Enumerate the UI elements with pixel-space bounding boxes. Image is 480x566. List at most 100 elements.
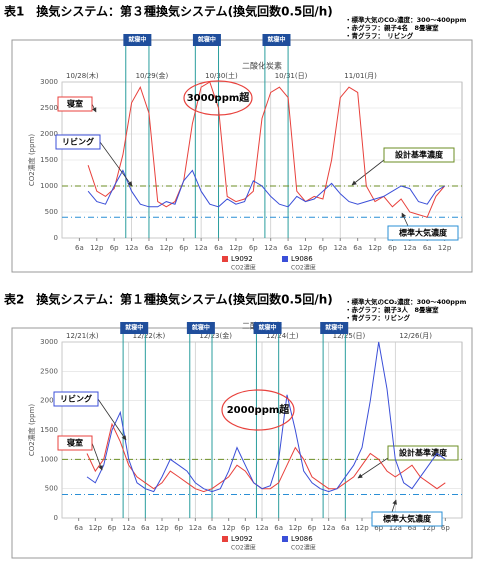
callout-arrow: [357, 457, 389, 479]
legend-swatch: [282, 256, 288, 262]
x-tick-label: 6a: [208, 524, 217, 532]
x-tick-label: 12p: [355, 524, 369, 532]
callout-box: [57, 435, 93, 451]
x-tick-label: 6p: [374, 524, 383, 532]
legend-sublabel: CO2濃度: [231, 264, 256, 272]
sleep-label: 就寝中: [128, 36, 146, 44]
x-tick-label: 12p: [289, 524, 303, 532]
callout-text: 寝室: [66, 99, 83, 109]
callout-text: 設計基準濃度: [395, 150, 444, 160]
x-tick-label: 6p: [318, 244, 327, 252]
x-tick-label: 6p: [179, 244, 188, 252]
section-heading: 表1 換気システム：第３種換気システム(換気回数0.5回/h): [3, 4, 333, 19]
date-label: 12/25(日): [333, 332, 366, 340]
callout-box: [371, 511, 443, 527]
callout-text: 標準大気濃度: [399, 228, 448, 238]
callout-text: 設計基準濃度: [399, 448, 448, 458]
callout-arrow: [97, 398, 127, 441]
y-tick-label: 2000: [40, 397, 58, 405]
date-label: 10/30(土): [205, 71, 238, 80]
date-label: 11/01(月): [344, 72, 377, 80]
note: ・標準大気のCO₂濃度：300～400ppm: [345, 15, 467, 24]
sleep-box: [320, 322, 349, 334]
x-tick-label: 6a: [214, 244, 223, 252]
x-tick-label: 6p: [174, 524, 183, 532]
callout-box: [383, 147, 455, 163]
sleep-label: 就寝中: [259, 324, 277, 332]
callout-arrow: [401, 212, 409, 227]
callout-box: [57, 96, 93, 112]
section-heading: 表2 換気システム：第１種換気システム(換気回数0.5回/h): [3, 292, 333, 307]
x-tick-label: 6a: [408, 524, 417, 532]
sleep-box: [262, 34, 291, 46]
x-tick-label: 12a: [334, 244, 347, 252]
sleep-label: 就寝中: [192, 324, 210, 332]
sleep-box: [123, 34, 152, 46]
x-tick-label: 6p: [241, 524, 250, 532]
callout-text: 標準大気濃度: [383, 514, 432, 524]
y-axis-label: CO2濃度 (ppm): [27, 404, 36, 457]
date-label: 10/29(金): [136, 71, 169, 80]
sleep-label: 就寝中: [267, 36, 285, 44]
x-tick-label: 6a: [141, 524, 150, 532]
legend-swatch: [282, 536, 288, 542]
note: ・赤グラフ：親子3人 8畳寝室: [345, 305, 439, 314]
y-tick-label: 2500: [40, 104, 58, 112]
x-tick-label: 12p: [368, 244, 382, 252]
x-tick-label: 6a: [274, 524, 283, 532]
callout-text: 2000ppm超: [227, 403, 291, 416]
legend-label: L9092: [231, 535, 253, 543]
date-label: 12/23(金): [199, 331, 232, 340]
x-tick-label: 6a: [74, 524, 83, 532]
x-tick-label: 6p: [388, 244, 397, 252]
callout-arrow: [351, 159, 385, 186]
y-tick-label: 0: [54, 234, 58, 242]
callout-text: 3000ppm超: [187, 91, 251, 104]
callout-text: リビング: [60, 394, 92, 404]
y-axis-label: CO2濃度 (ppm): [27, 134, 36, 187]
date-label: 12/22(木): [133, 331, 166, 340]
sleep-label: 就寝中: [325, 324, 343, 332]
x-tick-label: 6p: [308, 524, 317, 532]
x-tick-label: 12p: [89, 524, 103, 532]
legend-swatch: [222, 256, 228, 262]
series-line: [86, 341, 446, 493]
series-line: [86, 422, 446, 493]
x-tick-label: 12p: [422, 524, 436, 532]
x-tick-label: 6p: [249, 244, 258, 252]
x-tick-label: 6p: [441, 524, 450, 532]
y-tick-label: 500: [45, 208, 58, 216]
callout-text: 寝室: [66, 438, 83, 448]
x-tick-label: 12a: [195, 244, 208, 252]
callout-box: [387, 225, 459, 241]
y-tick-label: 3000: [40, 78, 58, 86]
y-tick-label: 1000: [40, 455, 58, 463]
callout-box: [55, 134, 101, 150]
sleep-box: [186, 322, 215, 334]
legend-sublabel: CO2濃度: [291, 544, 316, 552]
chart-title: 二酸化炭素: [242, 61, 282, 71]
legend-sublabel: CO2濃度: [291, 264, 316, 272]
y-tick-label: 1000: [40, 182, 58, 190]
callout-text: リビング: [62, 137, 94, 147]
note: ・青グラフ： リビング: [345, 31, 414, 40]
legend-sublabel: CO2濃度: [231, 544, 256, 552]
y-tick-label: 2000: [40, 130, 58, 138]
sleep-label: 就寝中: [198, 36, 216, 44]
y-tick-label: 2500: [40, 367, 58, 375]
callout-arrow: [391, 499, 397, 513]
x-tick-label: 6a: [145, 244, 154, 252]
date-label: 10/31(日): [275, 72, 308, 80]
note: ・標準大気のCO₂濃度：300～400ppm: [345, 297, 467, 306]
x-tick-label: 12a: [125, 244, 138, 252]
sleep-label: 就寝中: [125, 324, 143, 332]
legend-label: L9086: [291, 535, 313, 543]
x-tick-label: 12p: [160, 244, 174, 252]
x-tick-label: 6p: [110, 244, 119, 252]
date-label: 12/24(土): [266, 331, 299, 340]
x-tick-label: 12p: [438, 244, 452, 252]
date-label: 10/28(木): [66, 71, 99, 80]
x-tick-label: 6a: [423, 244, 432, 252]
callout-arrow: [91, 103, 97, 113]
